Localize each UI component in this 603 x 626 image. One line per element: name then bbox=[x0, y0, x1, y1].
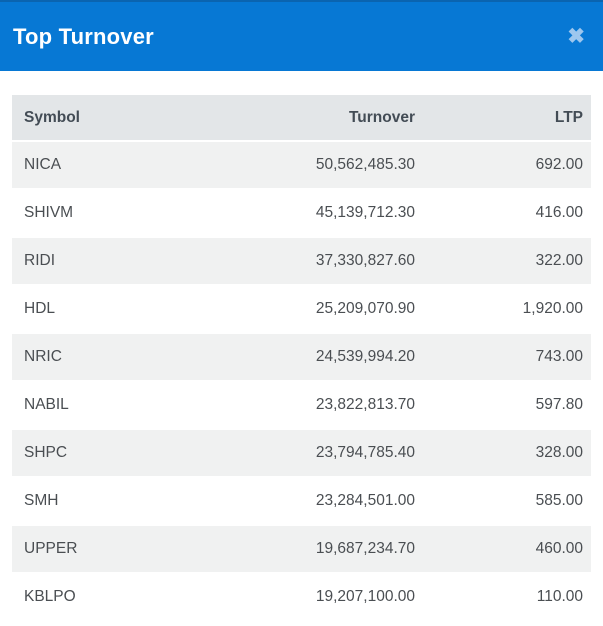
symbol-cell: SHIVM bbox=[12, 190, 192, 236]
turnover-cell: 37,330,827.60 bbox=[192, 238, 415, 284]
table-body: NICA 50,562,485.30 692.00 SHIVM 45,139,7… bbox=[12, 142, 591, 620]
turnover-cell: 25,209,070.90 bbox=[192, 286, 415, 332]
column-header-ltp: LTP bbox=[415, 95, 591, 140]
symbol-cell: RIDI bbox=[12, 238, 192, 284]
table-row: UPPER 19,687,234.70 460.00 bbox=[12, 526, 591, 572]
table-header: Symbol Turnover LTP bbox=[12, 95, 591, 140]
turnover-cell: 19,207,100.00 bbox=[192, 574, 415, 620]
symbol-cell: NICA bbox=[12, 142, 192, 188]
symbol-cell: NRIC bbox=[12, 334, 192, 380]
ltp-cell: 597.80 bbox=[415, 382, 591, 428]
turnover-cell: 45,139,712.30 bbox=[192, 190, 415, 236]
ltp-cell: 322.00 bbox=[415, 238, 591, 284]
table-row: SHPC 23,794,785.40 328.00 bbox=[12, 430, 591, 476]
symbol-cell: UPPER bbox=[12, 526, 192, 572]
close-button[interactable]: ✖ bbox=[563, 24, 589, 49]
modal-title: Top Turnover bbox=[13, 23, 154, 49]
table-row: SHIVM 45,139,712.30 416.00 bbox=[12, 190, 591, 236]
turnover-cell: 23,794,785.40 bbox=[192, 430, 415, 476]
symbol-cell: SMH bbox=[12, 478, 192, 524]
table-row: RIDI 37,330,827.60 322.00 bbox=[12, 238, 591, 284]
ltp-cell: 743.00 bbox=[415, 334, 591, 380]
close-icon: ✖ bbox=[567, 25, 585, 48]
symbol-cell: KBLPO bbox=[12, 574, 192, 620]
ltp-cell: 110.00 bbox=[415, 574, 591, 620]
symbol-cell: HDL bbox=[12, 286, 192, 332]
symbol-cell: NABIL bbox=[12, 382, 192, 428]
table-header-row: Symbol Turnover LTP bbox=[12, 95, 591, 140]
turnover-cell: 23,822,813.70 bbox=[192, 382, 415, 428]
table-row: HDL 25,209,070.90 1,920.00 bbox=[12, 286, 591, 332]
table-row: NICA 50,562,485.30 692.00 bbox=[12, 142, 591, 188]
turnover-cell: 50,562,485.30 bbox=[192, 142, 415, 188]
ltp-cell: 460.00 bbox=[415, 526, 591, 572]
table-row: SMH 23,284,501.00 585.00 bbox=[12, 478, 591, 524]
turnover-cell: 19,687,234.70 bbox=[192, 526, 415, 572]
table-row: KBLPO 19,207,100.00 110.00 bbox=[12, 574, 591, 620]
turnover-cell: 24,539,994.20 bbox=[192, 334, 415, 380]
ltp-cell: 692.00 bbox=[415, 142, 591, 188]
ltp-cell: 416.00 bbox=[415, 190, 591, 236]
modal-header: Top Turnover ✖ bbox=[0, 0, 603, 71]
table-row: NRIC 24,539,994.20 743.00 bbox=[12, 334, 591, 380]
column-header-turnover: Turnover bbox=[192, 95, 415, 140]
table-row: NABIL 23,822,813.70 597.80 bbox=[12, 382, 591, 428]
ltp-cell: 1,920.00 bbox=[415, 286, 591, 332]
modal-body: Symbol Turnover LTP NICA 50,562,485.30 6… bbox=[0, 71, 603, 622]
symbol-cell: SHPC bbox=[12, 430, 192, 476]
column-header-symbol: Symbol bbox=[12, 95, 192, 140]
ltp-cell: 585.00 bbox=[415, 478, 591, 524]
top-turnover-table: Symbol Turnover LTP NICA 50,562,485.30 6… bbox=[12, 93, 591, 622]
turnover-cell: 23,284,501.00 bbox=[192, 478, 415, 524]
ltp-cell: 328.00 bbox=[415, 430, 591, 476]
